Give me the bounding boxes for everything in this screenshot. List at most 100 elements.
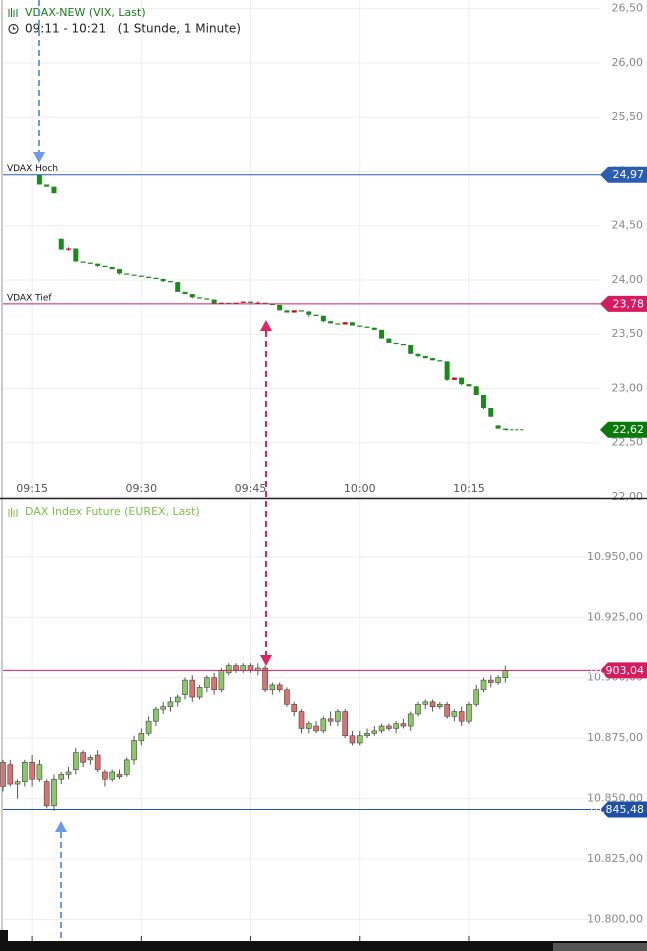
footer-bar [0,941,647,951]
candle-body [218,670,225,691]
price-badge [600,295,647,312]
candle-body [204,298,210,300]
clock-icon [8,23,19,35]
candle-body [364,326,370,328]
candle-body [153,708,159,722]
candle-body [349,322,355,326]
x-tick-label: 10:00 [344,482,376,495]
x-tick-label: 10:15 [453,482,485,495]
candle-body [123,759,130,775]
candle-body [197,297,203,299]
candle-body [211,299,217,304]
candle-body [138,732,145,741]
candle-body [306,311,312,315]
candle-body [284,689,290,705]
candle-body [58,774,65,780]
candle-body [124,273,130,275]
candle-body [379,329,385,339]
level-name: VDAX Tief [7,293,52,303]
candle-body [415,353,421,356]
candle-body [14,781,21,785]
candle-body [495,425,501,429]
candle-body [22,762,28,782]
chart-title: VDAX-NEW (VIX, Last) [25,6,146,19]
candle-body [349,735,356,744]
candle-body [481,394,487,409]
candle-body [247,665,254,671]
candle-body [94,754,101,770]
candle-body [131,740,137,761]
y-tick-label: 24,50 [612,219,644,232]
candle-body [116,774,123,778]
candle-body [211,677,217,691]
chart-icon [8,508,18,517]
chart-icon [8,8,18,17]
y-tick-label: 10.875,00 [587,731,643,744]
candle-body [109,266,115,270]
candle-body [291,703,298,712]
candle-body [145,720,152,734]
candle-body [451,377,457,380]
candle-body [451,711,458,717]
candle-body [109,771,116,780]
y-tick-label: 22,00 [612,490,644,503]
price-badge [600,662,647,679]
candle-body [444,361,450,380]
price-label: 23,78 [613,297,645,310]
candle-body [7,764,14,785]
candle-body [487,679,494,683]
candle-body [313,314,319,316]
candle-body [371,327,377,330]
candle-body [458,711,465,722]
candle-body [342,322,348,325]
price-label: 24,97 [613,168,645,181]
y-tick-label: 26,00 [612,56,644,69]
candle-body [386,725,392,729]
candle-body [335,711,341,722]
candle-body [459,377,465,385]
candle-body [138,275,144,277]
candle-body [466,384,472,387]
price-label: 22,62 [613,423,645,436]
x-tick-label: 09:15 [16,482,48,495]
candle-body [313,725,319,732]
candle-body [400,723,407,727]
y-tick-label: 26,50 [612,2,644,15]
footer-box [553,943,647,951]
candle-body [437,703,443,708]
candle-body [422,701,429,705]
y-tick-label: 10.825,00 [587,852,643,865]
candle-body [407,713,414,727]
candle-body [73,248,79,262]
candle-body [153,277,159,279]
candle-body [102,771,108,780]
arrow-head [55,821,67,832]
candle-body [80,752,86,763]
candle-body [320,718,327,732]
candle-body [175,282,181,292]
candle-body [174,696,181,703]
candle-body [36,764,43,780]
candle-body [240,665,247,671]
candle-body [284,310,290,313]
arrow-head [33,152,45,163]
y-tick-label: 23,00 [612,381,644,394]
candle-body [240,301,246,303]
y-tick-label: 23,50 [612,327,644,340]
candle-body [29,762,35,780]
candle-body [328,321,334,324]
candle-body [131,274,137,276]
price-label: 10.903,04 [588,664,644,677]
candle-body [95,263,101,266]
candle-body [386,338,392,343]
candle-body [102,265,108,268]
candle-body [44,184,50,187]
candle-body [146,276,152,278]
candle-body [299,310,304,312]
chart-title: DAX Index Future (EUREX, Last) [25,505,200,518]
y-tick-label: 24,00 [612,273,644,286]
candle-body [269,303,275,306]
candle-body [495,677,501,683]
